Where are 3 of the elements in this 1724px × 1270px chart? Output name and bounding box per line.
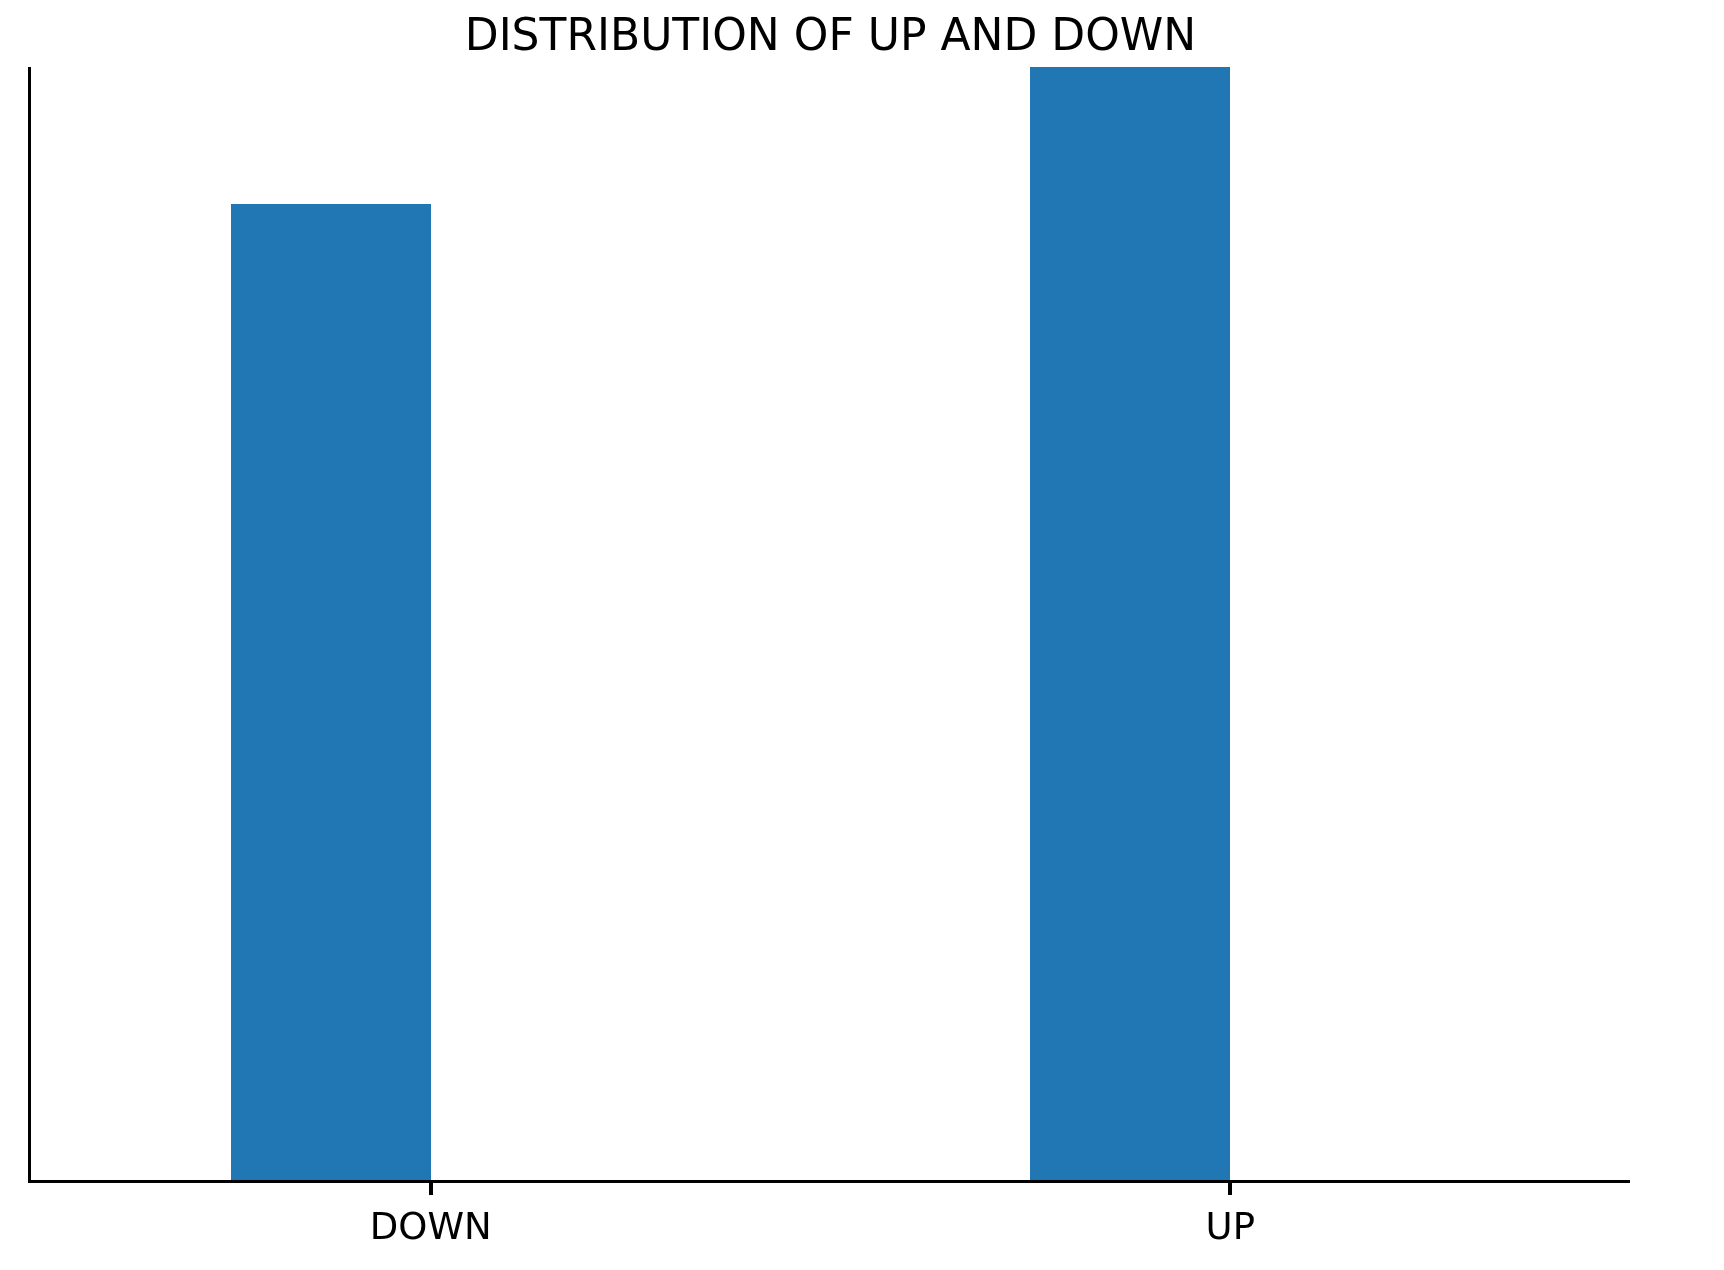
x-tick-label: UP	[1205, 1205, 1255, 1249]
x-tick-label: DOWN	[369, 1205, 492, 1249]
chart-title: DISTRIBUTION OF UP AND DOWN	[464, 8, 1197, 60]
